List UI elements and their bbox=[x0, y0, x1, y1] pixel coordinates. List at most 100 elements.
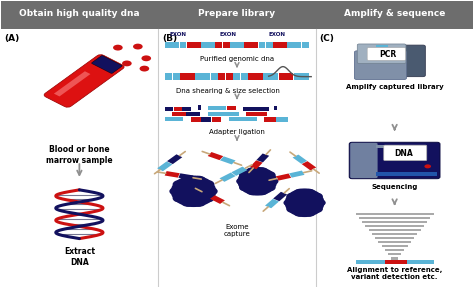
FancyBboxPatch shape bbox=[216, 42, 222, 48]
Circle shape bbox=[181, 176, 195, 184]
FancyBboxPatch shape bbox=[167, 154, 182, 164]
Circle shape bbox=[303, 209, 315, 217]
FancyBboxPatch shape bbox=[256, 73, 263, 80]
FancyBboxPatch shape bbox=[265, 199, 279, 208]
Circle shape bbox=[139, 66, 149, 71]
FancyBboxPatch shape bbox=[362, 221, 427, 223]
FancyBboxPatch shape bbox=[382, 245, 408, 247]
Circle shape bbox=[310, 205, 323, 213]
FancyBboxPatch shape bbox=[208, 42, 215, 48]
Circle shape bbox=[181, 198, 195, 207]
FancyBboxPatch shape bbox=[231, 166, 247, 176]
Circle shape bbox=[141, 55, 151, 61]
Text: Amplify captured library: Amplify captured library bbox=[346, 84, 444, 90]
FancyBboxPatch shape bbox=[220, 156, 236, 164]
FancyBboxPatch shape bbox=[217, 106, 226, 110]
Circle shape bbox=[239, 184, 252, 191]
Circle shape bbox=[169, 187, 183, 196]
FancyBboxPatch shape bbox=[229, 117, 243, 121]
Circle shape bbox=[424, 164, 431, 168]
Text: Extract
DNA: Extract DNA bbox=[64, 247, 95, 267]
Circle shape bbox=[303, 189, 315, 196]
FancyBboxPatch shape bbox=[388, 253, 401, 255]
FancyBboxPatch shape bbox=[301, 161, 316, 170]
FancyBboxPatch shape bbox=[187, 42, 193, 48]
FancyBboxPatch shape bbox=[219, 173, 236, 182]
Ellipse shape bbox=[285, 188, 324, 217]
FancyBboxPatch shape bbox=[273, 42, 280, 48]
Text: EXON: EXON bbox=[220, 31, 237, 37]
Text: EXON: EXON bbox=[170, 31, 187, 37]
Circle shape bbox=[122, 60, 132, 66]
FancyBboxPatch shape bbox=[356, 213, 434, 215]
FancyBboxPatch shape bbox=[301, 42, 309, 48]
Circle shape bbox=[263, 171, 275, 179]
FancyBboxPatch shape bbox=[407, 260, 434, 264]
FancyBboxPatch shape bbox=[256, 154, 269, 162]
FancyBboxPatch shape bbox=[271, 73, 278, 80]
Text: Sequencing: Sequencing bbox=[372, 183, 418, 190]
FancyBboxPatch shape bbox=[367, 48, 405, 60]
FancyBboxPatch shape bbox=[165, 107, 173, 111]
FancyBboxPatch shape bbox=[355, 51, 406, 79]
FancyBboxPatch shape bbox=[91, 56, 122, 73]
Circle shape bbox=[203, 187, 218, 196]
FancyBboxPatch shape bbox=[172, 112, 186, 116]
FancyBboxPatch shape bbox=[157, 162, 173, 171]
FancyBboxPatch shape bbox=[165, 42, 172, 48]
FancyBboxPatch shape bbox=[223, 42, 229, 48]
FancyBboxPatch shape bbox=[248, 73, 255, 80]
FancyBboxPatch shape bbox=[180, 42, 186, 48]
FancyBboxPatch shape bbox=[241, 73, 248, 80]
FancyBboxPatch shape bbox=[287, 42, 294, 48]
Text: DNA: DNA bbox=[395, 149, 413, 158]
FancyBboxPatch shape bbox=[274, 106, 277, 110]
FancyBboxPatch shape bbox=[385, 260, 407, 264]
FancyBboxPatch shape bbox=[208, 106, 217, 110]
FancyBboxPatch shape bbox=[182, 107, 191, 111]
FancyBboxPatch shape bbox=[186, 112, 200, 116]
Text: Adapter ligation: Adapter ligation bbox=[209, 129, 265, 135]
Text: Obtain high quality dna: Obtain high quality dna bbox=[19, 9, 140, 18]
FancyBboxPatch shape bbox=[251, 42, 258, 48]
FancyBboxPatch shape bbox=[164, 171, 180, 178]
FancyBboxPatch shape bbox=[301, 73, 309, 80]
Circle shape bbox=[294, 189, 306, 196]
Circle shape bbox=[191, 176, 206, 184]
FancyBboxPatch shape bbox=[279, 73, 286, 80]
Circle shape bbox=[133, 44, 143, 50]
FancyBboxPatch shape bbox=[369, 229, 420, 232]
Circle shape bbox=[255, 167, 268, 175]
FancyBboxPatch shape bbox=[372, 233, 418, 235]
Circle shape bbox=[313, 199, 326, 206]
Circle shape bbox=[173, 180, 187, 189]
Text: Exome
capture: Exome capture bbox=[224, 224, 250, 237]
Text: (A): (A) bbox=[4, 34, 20, 43]
Text: EXON: EXON bbox=[269, 31, 286, 37]
Circle shape bbox=[283, 199, 296, 206]
Ellipse shape bbox=[171, 175, 216, 207]
FancyBboxPatch shape bbox=[257, 112, 267, 116]
FancyBboxPatch shape bbox=[392, 257, 398, 259]
FancyBboxPatch shape bbox=[233, 73, 240, 80]
FancyBboxPatch shape bbox=[230, 42, 237, 48]
Circle shape bbox=[239, 171, 252, 179]
FancyBboxPatch shape bbox=[165, 117, 183, 121]
Text: Purified genomic dna: Purified genomic dna bbox=[200, 56, 274, 62]
Text: (C): (C) bbox=[319, 34, 335, 43]
FancyBboxPatch shape bbox=[376, 172, 437, 175]
FancyBboxPatch shape bbox=[357, 44, 406, 63]
FancyBboxPatch shape bbox=[266, 42, 273, 48]
Circle shape bbox=[246, 188, 259, 195]
FancyBboxPatch shape bbox=[286, 73, 293, 80]
FancyBboxPatch shape bbox=[243, 117, 257, 121]
FancyBboxPatch shape bbox=[226, 73, 233, 80]
FancyBboxPatch shape bbox=[292, 155, 307, 164]
FancyBboxPatch shape bbox=[276, 173, 291, 181]
Ellipse shape bbox=[237, 167, 277, 196]
FancyBboxPatch shape bbox=[178, 173, 193, 180]
FancyBboxPatch shape bbox=[258, 42, 265, 48]
FancyBboxPatch shape bbox=[273, 192, 287, 201]
Circle shape bbox=[286, 205, 299, 213]
FancyBboxPatch shape bbox=[210, 195, 225, 204]
